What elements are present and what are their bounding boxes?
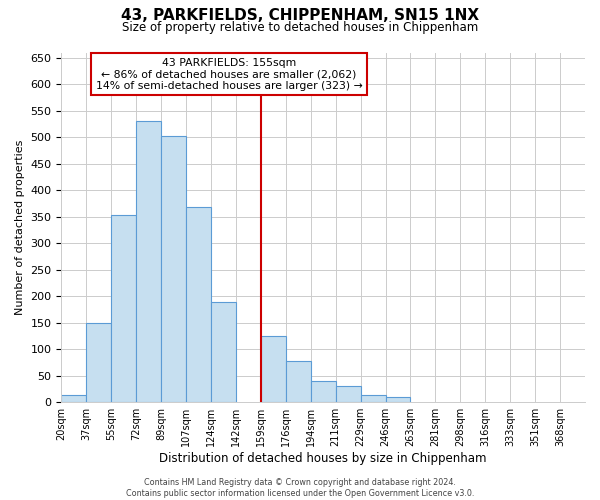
Text: 43 PARKFIELDS: 155sqm
← 86% of detached houses are smaller (2,062)
14% of semi-d: 43 PARKFIELDS: 155sqm ← 86% of detached … <box>95 58 362 91</box>
Bar <box>311 381 335 402</box>
Bar <box>111 215 136 402</box>
Bar <box>61 396 86 402</box>
Bar <box>361 395 386 402</box>
X-axis label: Distribution of detached houses by size in Chippenham: Distribution of detached houses by size … <box>160 452 487 465</box>
Bar <box>86 322 111 402</box>
Bar <box>286 361 311 402</box>
Text: 43, PARKFIELDS, CHIPPENHAM, SN15 1NX: 43, PARKFIELDS, CHIPPENHAM, SN15 1NX <box>121 8 479 22</box>
Bar <box>161 136 186 402</box>
Bar <box>261 336 286 402</box>
Text: Size of property relative to detached houses in Chippenham: Size of property relative to detached ho… <box>122 21 478 34</box>
Bar <box>211 302 236 402</box>
Bar <box>386 397 410 402</box>
Bar <box>335 386 361 402</box>
Y-axis label: Number of detached properties: Number of detached properties <box>15 140 25 315</box>
Bar <box>186 207 211 402</box>
Text: Contains HM Land Registry data © Crown copyright and database right 2024.
Contai: Contains HM Land Registry data © Crown c… <box>126 478 474 498</box>
Bar <box>136 122 161 402</box>
